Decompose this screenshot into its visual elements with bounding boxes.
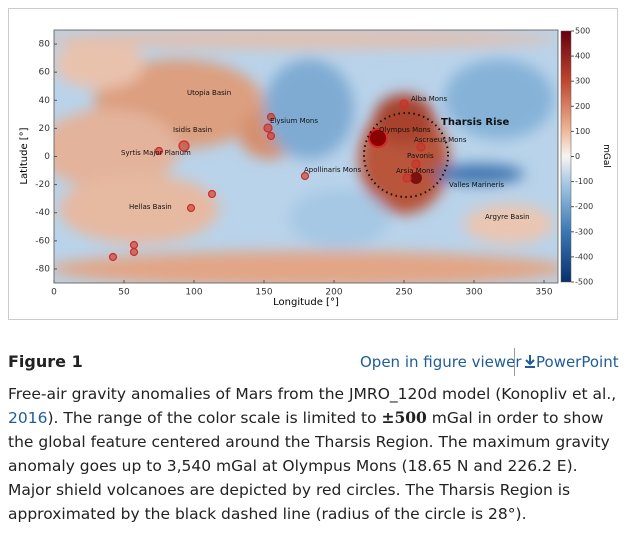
y-tick-label: 80 [39, 40, 51, 50]
volcano-marker [154, 146, 164, 156]
volcano-marker [411, 159, 421, 169]
citation-link[interactable]: 2016 [8, 409, 48, 427]
colorbar-tick-label: -200 [575, 202, 593, 211]
map-annotation: Apollinaris Mons [304, 166, 362, 174]
figure-box: Longitude [°] Latitude [°] mGal 0 50 100 15… [8, 8, 618, 320]
x-tick-label: 300 [465, 288, 482, 298]
map-annotation: Hellas Basin [129, 203, 172, 211]
volcano-marker [266, 131, 276, 141]
colorbar [560, 30, 572, 283]
figure: Longitude [°] Latitude [°] mGal 0 50 100 15… [19, 27, 611, 309]
colorbar-tick-label: -100 [575, 177, 593, 186]
colorbar-tick-label: 400 [575, 52, 590, 61]
map-annotation: Valles Marineris [449, 181, 504, 189]
volcano-marker [207, 189, 217, 199]
map-annotation: Alba Mons [411, 95, 447, 103]
caption-text: Free-air gravity anomalies of Mars from … [8, 385, 617, 403]
x-tick-label: 350 [535, 288, 552, 298]
x-tick-label: 200 [325, 288, 342, 298]
colorbar-tick-label: -300 [575, 227, 593, 236]
x-tick-label: 250 [395, 288, 412, 298]
map-annotation: Arsia Mons [396, 167, 435, 175]
volcano-marker [300, 171, 310, 181]
map-annotation: Elysium Mons [270, 117, 318, 125]
colorbar-tick-label: -500 [575, 278, 593, 287]
figure-label: Figure 1 [8, 352, 83, 371]
volcano-marker [186, 203, 196, 213]
x-tick-label: 100 [185, 288, 202, 298]
separator [514, 348, 515, 376]
y-axis-label: Latitude [°] [19, 127, 30, 184]
y-tick-label: -40 [35, 208, 50, 218]
volcano-marker [266, 112, 276, 122]
volcano-marker [129, 247, 139, 257]
map-annotation: Utopia Basin [187, 89, 231, 97]
map-annotation: Ascraeus Mons [414, 136, 467, 144]
x-tick-label: 0 [51, 288, 57, 298]
map-annotation: Syrtis Major Planum [121, 149, 191, 157]
caption-text: mGal in order to show the global feature… [8, 409, 610, 523]
gravity-map [54, 30, 558, 283]
powerpoint-text[interactable]: PowerPoint [536, 353, 619, 371]
y-tick-label: 40 [39, 96, 51, 106]
volcano-marker [399, 99, 409, 109]
y-tick-label: 60 [39, 68, 51, 78]
y-tick-label: -20 [35, 180, 50, 190]
map-annotation: Argyre Basin [485, 213, 530, 221]
colorbar-tick-label: 200 [575, 102, 590, 111]
volcano-marker [368, 128, 388, 148]
x-axis-label: Longitude [°] [273, 297, 339, 308]
caption-text: ). The range of the color scale is limit… [47, 409, 382, 427]
tharsis-circle [363, 112, 449, 198]
y-tick-label: -60 [35, 236, 50, 246]
map-annotation: Isidis Basin [173, 126, 212, 134]
y-tick-label: -80 [35, 264, 50, 274]
volcano-marker [416, 142, 426, 152]
volcano-marker [108, 252, 118, 262]
x-tick-label: 50 [118, 288, 130, 298]
colorbar-tick-label: -400 [575, 252, 593, 261]
volcano-marker [178, 140, 190, 152]
map-annotation: Tharsis Rise [441, 117, 510, 128]
colorbar-tick-label: 500 [575, 27, 590, 36]
colorbar-tick-label: 300 [575, 77, 590, 86]
x-tick-label: 150 [255, 288, 272, 298]
powerpoint-link[interactable]: PowerPoint [524, 353, 619, 371]
colorbar-tick-label: 100 [575, 127, 590, 136]
download-icon [525, 355, 535, 368]
y-tick-label: 0 [44, 152, 50, 162]
map-annotation: Pavonis [407, 152, 434, 160]
figure-viewer-link[interactable]: Open in figure viewer [360, 353, 522, 371]
colorbar-label: mGal [601, 144, 611, 168]
volcano-marker [129, 240, 139, 250]
volcano-marker [263, 123, 273, 133]
colorbar-tick-label: 0 [575, 152, 580, 161]
map-annotation: Olympus Mons [379, 126, 431, 134]
y-tick-label: 20 [39, 124, 51, 134]
caption: Free-air gravity anomalies of Mars from … [8, 382, 620, 526]
volcano-marker [402, 173, 412, 183]
caption-range: ±500 [381, 408, 427, 427]
